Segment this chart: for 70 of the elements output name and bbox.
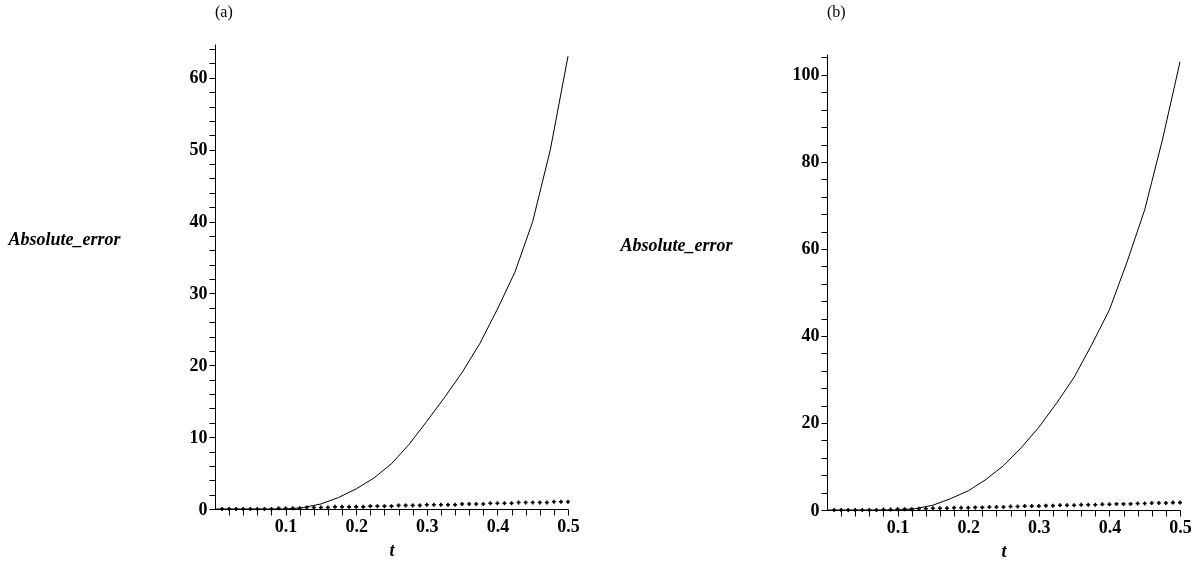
y-axis-title: Absolute_error (7, 228, 122, 249)
point (1178, 500, 1182, 505)
point (867, 508, 872, 512)
x-axis-title: t (1001, 540, 1008, 561)
point (966, 505, 971, 510)
y-tick-label: 0 (810, 499, 820, 520)
point (1170, 500, 1175, 505)
point (945, 506, 950, 511)
y-tick-label: 60 (801, 238, 820, 259)
point (1072, 503, 1077, 508)
point (839, 508, 844, 512)
point (1050, 503, 1055, 508)
y-axis-title: Absolute_error (619, 235, 734, 256)
point (916, 506, 921, 511)
point (937, 506, 942, 511)
point (1086, 502, 1091, 507)
point (1043, 503, 1048, 508)
point (952, 505, 957, 510)
y-tick-label: 100 (792, 64, 820, 85)
x-tick-label: 0.2 (957, 516, 980, 537)
point (1121, 501, 1126, 506)
x-tick-label: 0.5 (557, 515, 580, 536)
point (1163, 501, 1168, 506)
y-tick-label: 40 (801, 325, 820, 346)
point (1036, 504, 1041, 509)
point (1029, 504, 1034, 509)
point (1022, 504, 1027, 509)
point (853, 508, 858, 512)
chart-title: (b) (827, 3, 846, 22)
y-tick-label: 40 (189, 211, 208, 232)
point (959, 505, 964, 510)
point (1156, 501, 1161, 506)
point (1093, 502, 1098, 507)
point (1079, 502, 1084, 507)
y-tick-label: 10 (189, 426, 208, 447)
point (895, 507, 900, 512)
point (1114, 501, 1119, 506)
point (1128, 501, 1133, 506)
x-tick-label: 0.3 (1028, 516, 1051, 537)
x-tick-label: 0.2 (345, 515, 368, 536)
point (846, 508, 851, 512)
point (1057, 503, 1062, 508)
point (973, 505, 978, 510)
x-axis-title: t (389, 539, 396, 560)
x-tick-label: 0.4 (486, 515, 510, 536)
point (1149, 501, 1154, 506)
point (987, 504, 992, 509)
y-tick-label: 0 (198, 498, 208, 519)
x-tick-label: 0.1 (274, 515, 298, 536)
point (860, 508, 865, 512)
x-tick-label: 0.3 (416, 515, 439, 536)
point (902, 507, 907, 512)
point (930, 506, 935, 511)
y-tick-label: 80 (801, 151, 820, 172)
y-tick-label: 30 (189, 282, 208, 303)
x-tick-label: 0.4 (1098, 516, 1122, 537)
x-tick-label: 0.1 (886, 516, 910, 537)
y-tick-label: 60 (189, 67, 208, 88)
point (994, 504, 999, 509)
y-tick-label: 20 (189, 354, 208, 375)
y-tick-label: 50 (189, 139, 208, 160)
point (923, 506, 928, 511)
point (909, 507, 914, 512)
chart-title: (a) (215, 3, 233, 22)
point (832, 508, 837, 512)
point (1065, 503, 1070, 508)
point (874, 508, 879, 512)
y-tick-label: 20 (801, 412, 820, 433)
point (1001, 504, 1006, 509)
x-tick-label: 0.5 (1169, 516, 1192, 537)
